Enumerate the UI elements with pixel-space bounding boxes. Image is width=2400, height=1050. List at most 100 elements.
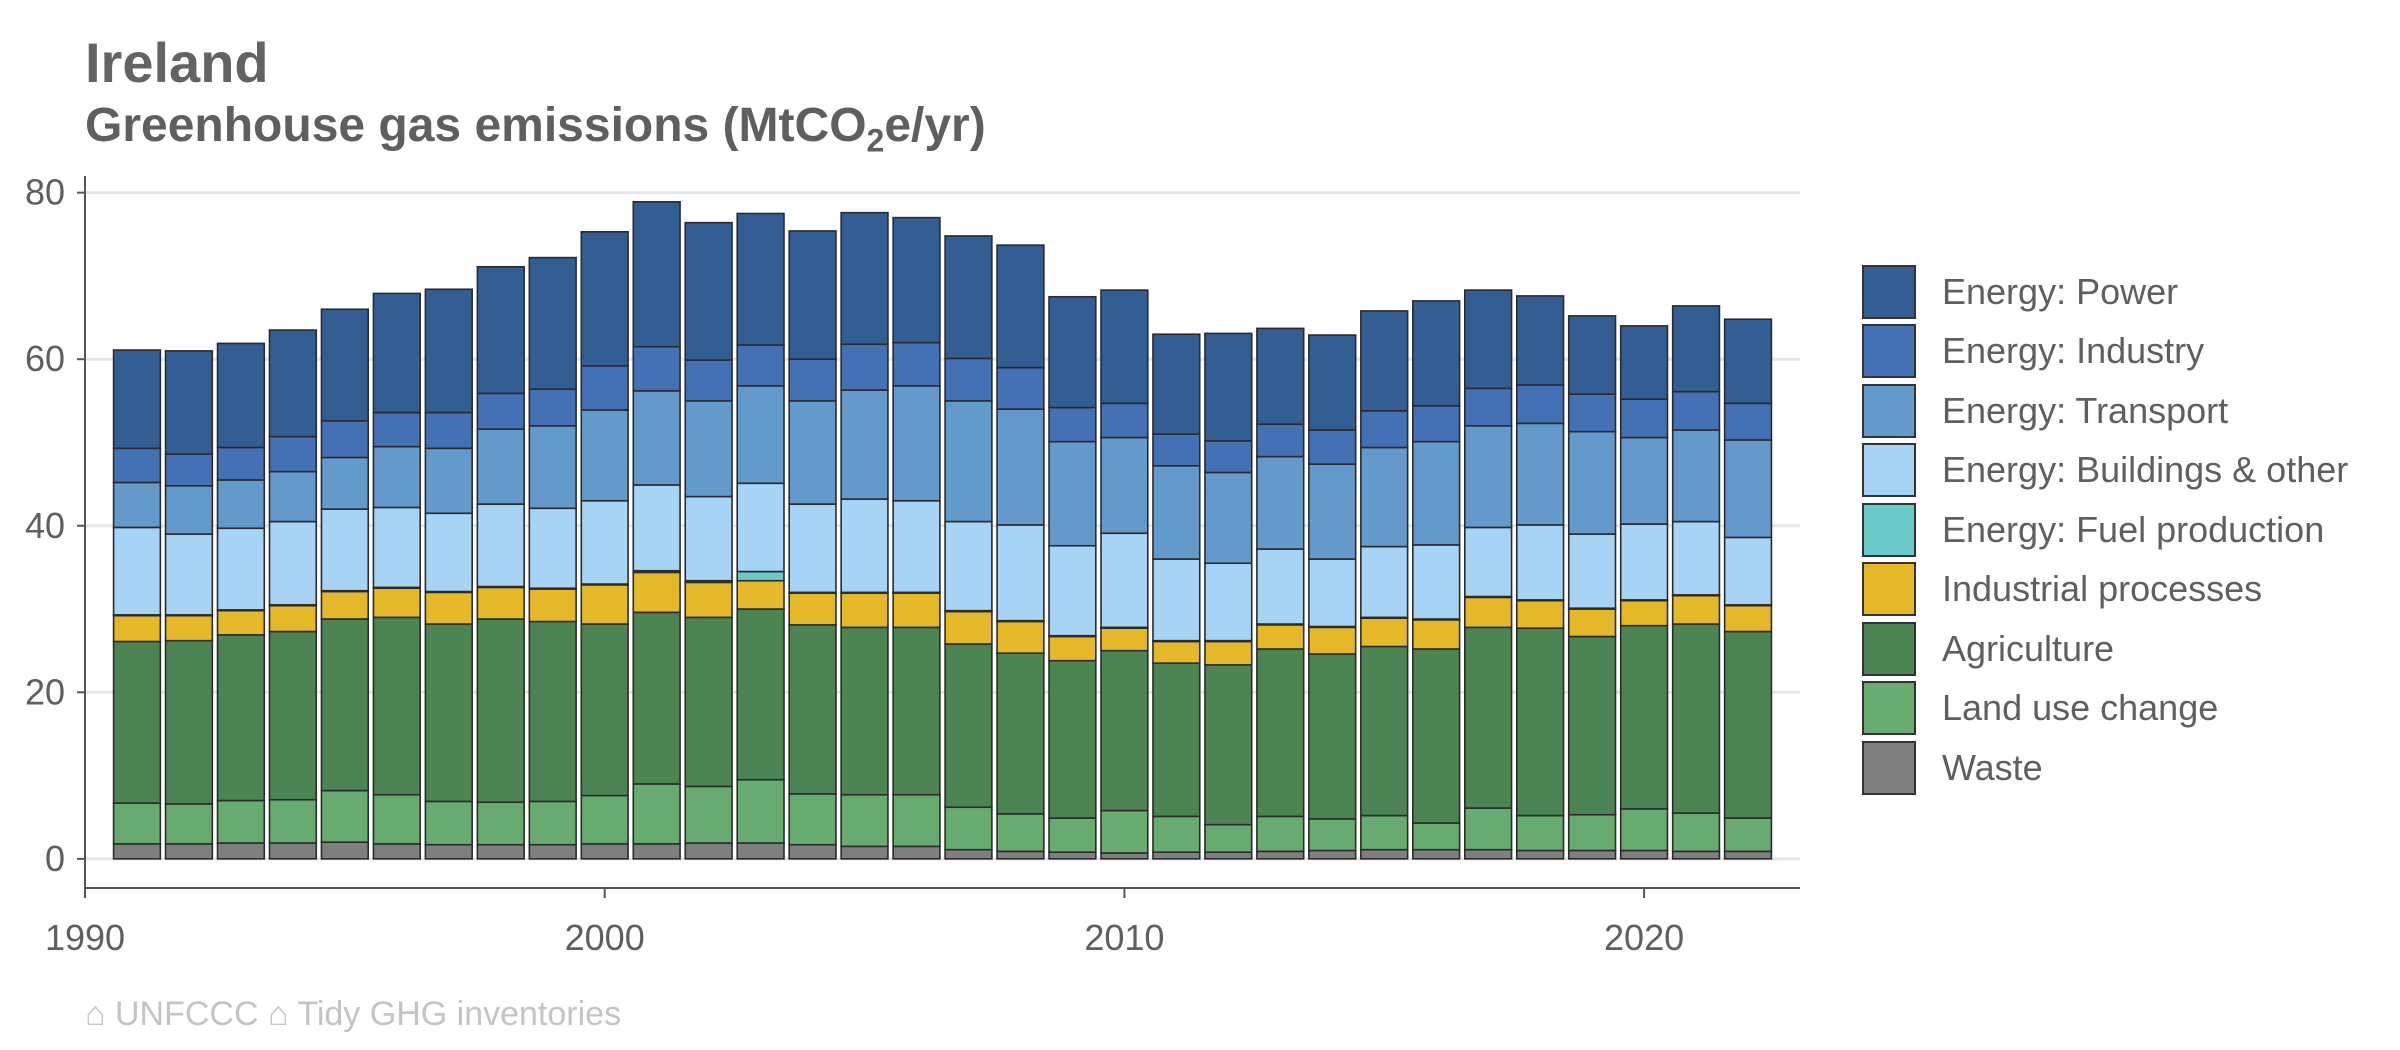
- bar-segment-waste-1994: [268, 842, 318, 860]
- bar-segment-energy-industry-2007: [944, 357, 993, 402]
- bar-segment-energy-buildings-other-1993: [216, 527, 266, 611]
- bar-segment-industrial-processes-1999: [528, 588, 577, 623]
- bar-segment-waste-2020: [1619, 849, 1669, 860]
- chart-subtitle: Greenhouse gas emissions (MtCO2e/yr): [85, 98, 986, 160]
- bar-segment-energy-transport-1996: [372, 445, 422, 509]
- bar-segment-waste-2019: [1567, 849, 1617, 860]
- bar-segment-agriculture-1994: [268, 630, 318, 801]
- bar-segment-energy-power-2008: [996, 244, 1045, 369]
- bar-stack-2012: [1204, 332, 1253, 860]
- bar-segment-industrial-processes-2015: [1360, 617, 1409, 648]
- bar-segment-energy-power-1993: [216, 342, 266, 449]
- legend-item-land-use-change: Land use change: [1862, 679, 2348, 739]
- bar-segment-agriculture-1993: [216, 634, 266, 802]
- bar-segment-land-use-change-2007: [944, 806, 993, 851]
- bar-segment-land-use-change-2000: [580, 794, 629, 845]
- bar-segment-land-use-change-2008: [996, 813, 1045, 853]
- bar-segment-energy-industry-2020: [1619, 398, 1669, 439]
- bar-stack-2006: [892, 216, 941, 860]
- bar-segment-energy-transport-1993: [216, 479, 266, 530]
- bar-segment-land-use-change-1991: [112, 802, 162, 845]
- x-tick-label-1990: 1990: [45, 917, 125, 958]
- bar-segment-energy-industry-2011: [1152, 433, 1201, 467]
- bar-segment-energy-transport-2009: [1048, 440, 1097, 547]
- bar-segment-energy-buildings-other-2022: [1723, 536, 1773, 606]
- bar-segment-agriculture-2017: [1463, 626, 1513, 809]
- legend: Energy: Power Energy: Industry Energy: Tra…: [1862, 262, 2348, 798]
- bar-segment-agriculture-1999: [528, 620, 577, 803]
- bar-segment-industrial-processes-2010: [1100, 627, 1149, 652]
- bar-segment-energy-transport-2011: [1152, 464, 1201, 560]
- bar-segment-industrial-processes-2008: [996, 620, 1045, 654]
- bar-segment-industrial-processes-2012: [1204, 640, 1253, 666]
- bar-segment-energy-transport-1997: [424, 447, 473, 515]
- legend-swatch-energy-fuel-production: [1862, 502, 1916, 557]
- bar-segment-energy-industry-2002: [684, 359, 733, 402]
- bar-stack-1999: [528, 256, 577, 860]
- bar-segment-energy-industry-2016: [1412, 405, 1461, 443]
- bar-segment-energy-industry-1996: [372, 411, 422, 448]
- bar-segment-energy-transport-2012: [1204, 471, 1253, 565]
- bar-segment-energy-industry-2001: [632, 345, 681, 392]
- bar-segment-agriculture-2005: [840, 626, 889, 796]
- bar-stack-1998: [476, 265, 525, 860]
- bar-segment-energy-power-1994: [268, 329, 318, 438]
- bar-segment-energy-buildings-other-1999: [528, 507, 577, 590]
- bar-segment-waste-1997: [424, 843, 473, 860]
- bar-segment-agriculture-2001: [632, 611, 681, 785]
- bar-segment-land-use-change-2005: [840, 793, 889, 848]
- bar-segment-land-use-change-1998: [476, 801, 525, 846]
- bar-segment-industrial-processes-2000: [580, 584, 629, 625]
- bar-segment-industrial-processes-2005: [840, 592, 889, 629]
- bar-stack-2000: [580, 230, 629, 860]
- legend-item-industrial-processes: Industrial processes: [1862, 560, 2348, 620]
- bar-segment-waste-2016: [1412, 848, 1461, 860]
- bar-segment-waste-1999: [528, 843, 577, 860]
- y-tick-label-0: 0: [45, 838, 65, 879]
- bar-segment-energy-buildings-other-2013: [1256, 548, 1305, 625]
- bar-segment-energy-industry-2004: [788, 358, 837, 402]
- x-tick-label-2020: 2020: [1604, 917, 1684, 958]
- bar-segment-waste-2004: [788, 843, 837, 860]
- bar-segment-industrial-processes-2003: [736, 579, 785, 610]
- bar-segment-energy-buildings-other-1998: [476, 503, 525, 588]
- bar-segment-waste-2007: [944, 848, 993, 860]
- bar-stacks: [112, 201, 1773, 860]
- bar-segment-energy-transport-2003: [736, 385, 785, 485]
- bar-segment-land-use-change-2016: [1412, 822, 1461, 851]
- bar-segment-agriculture-2013: [1256, 648, 1305, 818]
- bar-segment-waste-1996: [372, 843, 422, 860]
- y-tick-label-80: 80: [25, 172, 65, 213]
- bar-segment-energy-industry-1998: [476, 392, 525, 430]
- bar-segment-land-use-change-2013: [1256, 815, 1305, 853]
- bar-segment-energy-industry-1999: [528, 388, 577, 427]
- bar-segment-energy-industry-2010: [1100, 402, 1149, 439]
- legend-label-industrial-processes: Industrial processes: [1942, 568, 2263, 610]
- bar-segment-industrial-processes-2014: [1308, 626, 1357, 655]
- legend-item-energy-power: Energy: Power: [1862, 262, 2348, 322]
- legend-item-energy-fuel-production: Energy: Fuel production: [1862, 500, 2348, 560]
- bar-segment-energy-power-2018: [1515, 295, 1565, 386]
- bar-stack-2005: [840, 211, 889, 860]
- bar-segment-industrial-processes-2004: [788, 592, 837, 626]
- bar-segment-energy-transport-2013: [1256, 455, 1305, 550]
- bar-stack-2009: [1048, 295, 1097, 860]
- bar-segment-waste-2012: [1204, 851, 1253, 860]
- bar-segment-energy-power-2010: [1100, 289, 1149, 405]
- bar-segment-industrial-processes-2020: [1619, 599, 1669, 627]
- bar-segment-industrial-processes-2006: [892, 592, 941, 629]
- legend-label-energy-power: Energy: Power: [1942, 270, 2179, 312]
- bar-stack-2015: [1360, 310, 1409, 860]
- bar-segment-land-use-change-1997: [424, 800, 473, 846]
- bar-segment-waste-2003: [736, 842, 785, 860]
- y-tick-label-20: 20: [25, 671, 65, 712]
- bar-segment-waste-2021: [1671, 850, 1721, 860]
- bar-segment-waste-1993: [216, 842, 266, 860]
- bar-segment-agriculture-1997: [424, 623, 473, 803]
- bar-segment-energy-transport-2016: [1412, 440, 1461, 546]
- bar-segment-energy-transport-2017: [1463, 425, 1513, 529]
- bar-segment-waste-2022: [1723, 850, 1773, 860]
- bar-segment-energy-transport-2015: [1360, 446, 1409, 548]
- bar-segment-energy-buildings-other-2018: [1515, 524, 1565, 601]
- bar-segment-energy-buildings-other-2007: [944, 520, 993, 612]
